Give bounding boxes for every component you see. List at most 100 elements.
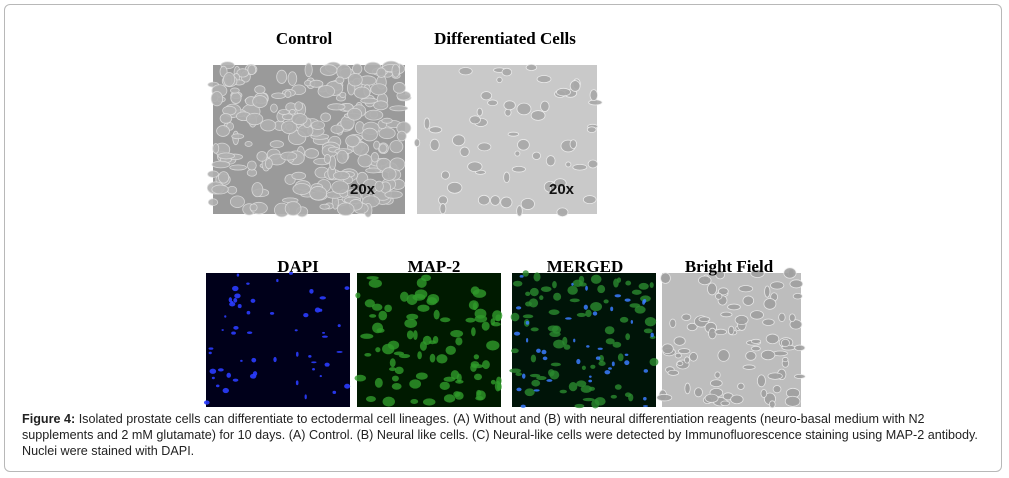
- cell: [319, 375, 322, 378]
- cell: [582, 397, 595, 402]
- cell: [525, 320, 530, 325]
- cell: [767, 372, 783, 380]
- cell: [327, 103, 346, 111]
- cell: [532, 151, 541, 160]
- cell: [565, 317, 572, 320]
- cell: [246, 310, 251, 315]
- cell: [686, 322, 698, 332]
- cell: [742, 364, 756, 370]
- cell: [512, 280, 523, 287]
- cell: [604, 370, 611, 375]
- cell: [229, 302, 236, 307]
- cell: [608, 367, 612, 370]
- cell: [218, 171, 230, 184]
- cell: [737, 382, 745, 390]
- cell: [676, 360, 684, 366]
- cell: [582, 195, 597, 205]
- cell: [520, 404, 526, 408]
- cell: [640, 295, 651, 302]
- cell: [569, 139, 577, 149]
- cell: [232, 378, 239, 382]
- panel-label: Control: [276, 29, 333, 48]
- cell: [507, 131, 520, 137]
- cell: [681, 313, 692, 321]
- cell: [419, 341, 427, 351]
- cell: [311, 120, 325, 130]
- cell: [443, 394, 456, 403]
- cell: [550, 362, 561, 367]
- cell: [698, 275, 712, 286]
- cell: [454, 391, 464, 400]
- cell: [533, 389, 540, 392]
- cell: [643, 369, 649, 373]
- cell: [412, 293, 426, 301]
- cell: [539, 295, 544, 301]
- cell: [714, 371, 721, 379]
- cell: [249, 373, 257, 379]
- cell: [455, 337, 463, 346]
- cell: [351, 63, 363, 75]
- cell: [574, 403, 585, 409]
- cell: [614, 294, 622, 298]
- cell: [347, 107, 363, 121]
- cell: [516, 102, 532, 116]
- cell: [530, 327, 539, 332]
- cell: [604, 326, 615, 335]
- panel-label: MAP-2: [408, 257, 461, 276]
- cell: [522, 270, 529, 277]
- cell: [760, 349, 776, 361]
- cell: [251, 182, 264, 198]
- cell: [689, 352, 698, 362]
- cell: [415, 372, 428, 380]
- cell: [276, 69, 288, 84]
- cell: [472, 302, 478, 311]
- cell: [649, 282, 654, 288]
- cell: [439, 381, 450, 390]
- cell: [344, 286, 350, 290]
- cell: [458, 67, 473, 76]
- cell: [583, 304, 588, 310]
- cell: [594, 397, 606, 406]
- cell: [571, 282, 574, 286]
- cell: [590, 274, 602, 284]
- cell: [436, 354, 448, 364]
- cell: [789, 319, 803, 330]
- cell: [760, 389, 768, 398]
- cell: [661, 343, 674, 355]
- cell: [517, 139, 530, 151]
- cell: [629, 303, 641, 308]
- cell: [413, 138, 421, 148]
- cell: [614, 384, 622, 390]
- cell: [432, 335, 439, 344]
- cell: [720, 311, 733, 318]
- cell: [439, 317, 451, 323]
- cell: [333, 170, 350, 181]
- cell: [515, 372, 522, 377]
- cell: [210, 91, 224, 107]
- cell: [370, 152, 379, 163]
- cell: [217, 152, 235, 160]
- cell: [782, 357, 789, 363]
- cell: [644, 316, 657, 327]
- cell: [309, 288, 314, 294]
- cell: [344, 383, 351, 389]
- cell: [669, 318, 677, 329]
- cell: [576, 358, 581, 365]
- cell: [389, 367, 396, 372]
- cell: [369, 314, 377, 318]
- cell: [250, 298, 256, 303]
- cell: [763, 298, 777, 310]
- figure-frame: [4, 4, 1002, 472]
- cell: [211, 160, 231, 169]
- cell: [232, 285, 239, 292]
- cell: [788, 313, 796, 322]
- magnification: 20x: [350, 181, 376, 198]
- cell: [382, 343, 395, 355]
- cell: [704, 393, 719, 403]
- cell: [428, 126, 443, 134]
- cell: [208, 351, 212, 355]
- caption: Figure 4: Isolated prostate cells can di…: [22, 411, 990, 459]
- cell: [794, 373, 806, 379]
- cell: [244, 141, 253, 147]
